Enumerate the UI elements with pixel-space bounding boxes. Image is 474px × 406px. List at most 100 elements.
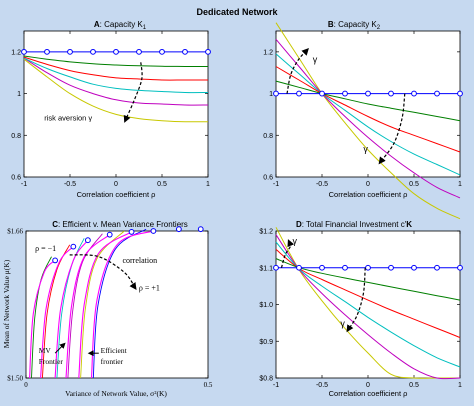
panel-b-x-ticks: -1 -0.5 0 0.5 1: [273, 31, 462, 188]
series-marker: [273, 90, 279, 97]
panel-c-annotation-frontier: Frontier: [39, 357, 64, 366]
series-marker: [342, 90, 348, 97]
panel-d-annotation-gamma-lower: γ: [340, 319, 345, 329]
frontier-marker: [150, 228, 157, 234]
series-marker: [434, 90, 440, 97]
panel-c-annotation-rho-minus: ρ = −1: [35, 244, 56, 253]
panel-b-title-prefix: B: [328, 20, 334, 29]
series-marker: [319, 264, 325, 271]
panel-c-correlation-arrow: [69, 254, 137, 290]
series-marker: [365, 264, 371, 271]
series-marker: [21, 48, 27, 55]
panel-c-x-label: Variance of Network Value, σ²(K): [65, 389, 167, 398]
series-marker: [296, 90, 302, 97]
series-marker: [457, 264, 463, 271]
series-marker: [319, 90, 325, 97]
y-tick-label: $1.50: [7, 375, 23, 383]
panel-b-x-label: Correlation coefficient ρ: [329, 190, 408, 199]
series-line: [275, 22, 461, 220]
panel-d-title-bold: K: [406, 220, 412, 229]
series-marker: [388, 90, 394, 97]
series-line: [275, 258, 461, 301]
panel-b-series: [273, 22, 463, 220]
panel-a-annotation-risk: risk aversion γ: [44, 114, 92, 123]
panel-d: D: Total Financial Investment c'K $0.8 $0…: [259, 220, 463, 398]
x-tick-label: -0.5: [64, 181, 76, 188]
series-marker: [273, 264, 279, 271]
series-marker: [411, 264, 417, 271]
series-marker: [411, 90, 417, 97]
panel-d-series: [273, 227, 463, 380]
series-line: [275, 53, 461, 176]
panel-c-annotation-rho-plus: ρ = +1: [139, 284, 160, 293]
series-line: [23, 55, 208, 67]
x-tick-label: 0: [366, 382, 370, 389]
panel-d-annotation-gamma-upper: γ: [293, 236, 298, 246]
panel-a-title: A: Capacity K1: [94, 20, 147, 31]
figure-title: Dedicated Network: [196, 7, 278, 17]
frontier-marker: [175, 226, 182, 233]
x-tick-label: 0: [114, 181, 118, 188]
series-marker: [44, 48, 50, 55]
panel-b-title: B: Capacity K2: [328, 20, 381, 31]
y-tick-label: $1.2: [259, 229, 273, 236]
frontier-marker: [70, 243, 77, 250]
y-tick-label: 0.8: [263, 133, 273, 140]
mv-frontier-line: [67, 233, 103, 379]
mv-frontier-line: [56, 238, 85, 379]
series-line: [275, 234, 461, 380]
y-tick-label: $0.9: [259, 339, 273, 346]
panel-b-title-sub: 2: [377, 25, 381, 31]
panel-c-annotation-correlation: correlation: [122, 256, 157, 265]
x-tick-label: 0.5: [157, 181, 167, 188]
series-line: [275, 241, 461, 368]
panel-c-annotation-efficient: Efficient: [101, 346, 128, 355]
panel-c-title: C: Efficient v. Mean Variance Frontiers: [52, 220, 188, 229]
panel-a: A: Capacity K1 0.60.811.2 -1 -0.5 0 0.5 1 ri…: [11, 20, 211, 199]
x-tick-label: -0.5: [316, 382, 328, 389]
x-tick-label: 0.5: [204, 381, 213, 389]
x-tick-label: 0.5: [409, 181, 419, 188]
panel-d-title-prefix: D: [296, 220, 302, 229]
panel-a-title-prefix: A: [94, 20, 100, 29]
series-marker: [159, 48, 165, 55]
x-tick-label: 0: [24, 381, 28, 389]
series-marker: [342, 264, 348, 271]
y-tick-label: 1: [17, 91, 21, 98]
efficient-frontier-line: [90, 230, 154, 379]
y-tick-label: 1.2: [11, 49, 21, 56]
panel-c-annotation-efficient-frontier: frontier: [101, 357, 124, 366]
series-line: [275, 66, 461, 153]
x-tick-label: 0: [366, 181, 370, 188]
y-tick-label: $0.8: [259, 376, 273, 383]
series-line: [23, 58, 209, 123]
x-tick-label: 1: [206, 181, 210, 188]
frontier-marker: [84, 237, 91, 244]
series-line: [275, 249, 461, 339]
series-marker: [296, 264, 302, 271]
frontier-marker: [128, 229, 135, 235]
panel-c-x-ticks: 0 0.5: [24, 231, 213, 389]
panel-d-title-main: : Total Financial Investment c': [302, 220, 407, 229]
y-tick-label: $1.0: [259, 302, 273, 309]
frontier-marker: [197, 226, 204, 233]
panel-b-annotation-gamma-upper: γ: [313, 54, 318, 64]
panel-a-title-sub: 1: [143, 25, 147, 31]
panel-c-markers: [52, 226, 204, 264]
series-marker: [182, 48, 188, 55]
frontier-marker: [52, 257, 59, 264]
panel-c-annotation-mv: MV: [39, 346, 52, 355]
efficient-frontier-line: [29, 259, 56, 379]
series-marker: [434, 264, 440, 271]
panel-d-arrow-down: [346, 267, 366, 333]
panel-c-title-main: : Efficient v. Mean Variance Frontiers: [58, 220, 188, 229]
series-marker: [113, 48, 119, 55]
panel-b: B: Capacity K2 0.60.811.2 -1 -0.5 0 0.5 1 γ …: [263, 20, 463, 220]
y-tick-label: $1.66: [7, 228, 23, 236]
x-tick-label: -1: [21, 181, 27, 188]
panel-a-x-ticks: -1 -0.5 0 0.5 1: [21, 31, 210, 188]
series-line: [23, 57, 209, 94]
efficient-frontier-line: [54, 239, 89, 379]
panel-c-efficient-frontiers: [29, 230, 154, 379]
panel-c-y-label: Mean of Network Value μ(K): [2, 259, 11, 348]
